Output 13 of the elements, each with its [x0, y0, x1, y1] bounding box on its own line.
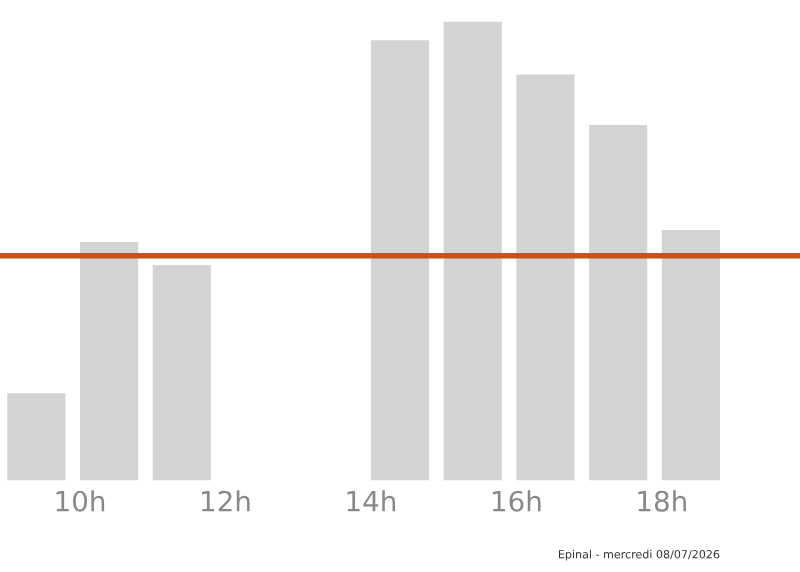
x-tick-label: 12h — [202, 490, 250, 512]
bar — [152, 264, 211, 481]
x-tick-label: 18h — [638, 490, 686, 512]
x-tick-label: 10h — [56, 490, 105, 512]
bar — [7, 393, 66, 481]
bar — [589, 125, 648, 481]
x-tick-label: 16h — [492, 490, 541, 512]
bar — [516, 74, 575, 481]
bar — [370, 40, 430, 481]
bar — [661, 230, 720, 481]
x-tick-label: 14h — [347, 490, 396, 512]
bar — [443, 21, 502, 481]
bar — [80, 241, 139, 481]
